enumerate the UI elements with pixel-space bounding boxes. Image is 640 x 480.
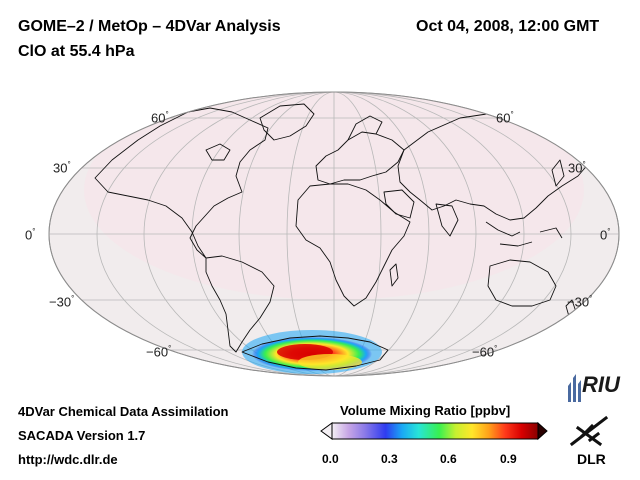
colorbar-title: Volume Mixing Ratio [ppbv] [340, 403, 511, 418]
lat-label-left-60: 60° [151, 110, 169, 126]
colorbar-tick-2: 0.6 [440, 452, 457, 466]
footer-assimilation: 4DVar Chemical Data Assimilation [18, 404, 229, 419]
colorbar [320, 421, 548, 441]
colorbar-tick-1: 0.3 [381, 452, 398, 466]
lat-label-right-30: 30° [568, 160, 586, 176]
coastlines [94, 103, 591, 371]
colorbar-tick-3: 0.9 [500, 452, 517, 466]
lat-label-left-minus60: −60° [146, 344, 172, 360]
dlr-logo-text: DLR [577, 451, 606, 467]
species-level: ClO at 55.4 hPa [18, 43, 135, 60]
colorbar-max-arrow [537, 421, 548, 441]
lat-label-left-minus30: −30° [49, 294, 75, 310]
analysis-datetime: Oct 04, 2008, 12:00 GMT [416, 18, 600, 35]
riu-logo-text: RIU [582, 372, 620, 397]
colorbar-min-arrow [320, 422, 333, 440]
riu-logo-icon [568, 374, 581, 402]
lat-label-right-0: 0° [600, 227, 611, 243]
globe-outline [48, 91, 620, 377]
lat-label-right-60: 60° [496, 110, 514, 126]
footer-version: SACADA Version 1.7 [18, 428, 146, 443]
lat-label-left-0: 0° [25, 227, 36, 243]
lat-label-right-minus60: −60° [472, 344, 498, 360]
colorbar-tick-0: 0.0 [322, 452, 339, 466]
map-title: GOME–2 / MetOp – 4DVar Analysis [18, 18, 281, 35]
dlr-logo-icon [569, 415, 609, 447]
colorbar-gradient [331, 422, 539, 440]
lat-label-left-30: 30° [53, 160, 71, 176]
footer-url[interactable]: http://wdc.dlr.de [18, 452, 118, 467]
lat-label-right-minus30: −30° [567, 294, 593, 310]
